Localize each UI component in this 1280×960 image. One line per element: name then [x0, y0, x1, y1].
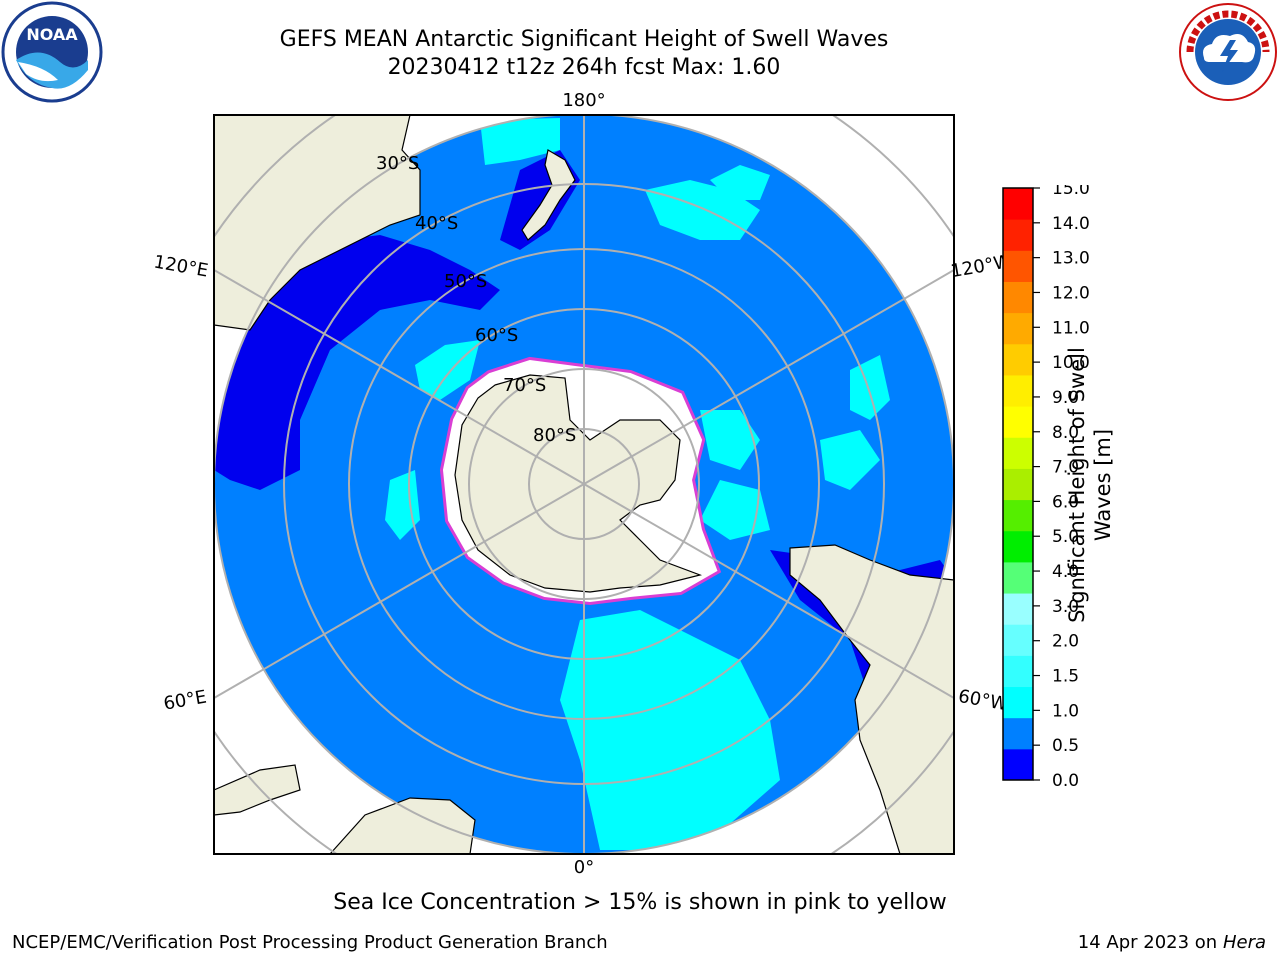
lon-label-0: 0° [574, 857, 594, 878]
colorbar-swatch [1003, 468, 1033, 501]
colorbar-tick-label: 3.0 [1052, 597, 1079, 617]
noaa-logo: NOAA [1, 1, 103, 103]
colorbar-frame [1002, 187, 1034, 781]
colorbar-swatch [1003, 593, 1033, 625]
sea-ice-note: Sea Ice Concentration > 15% is shown in … [333, 890, 947, 915]
noaa-logo-text: NOAA [26, 25, 78, 44]
colorbar-swatch [1003, 312, 1033, 345]
colorbar-swatch [1003, 343, 1033, 376]
colorbar-swatch [1003, 530, 1033, 563]
colorbar-swatch [1003, 748, 1033, 781]
colorbar-swatch [1003, 561, 1033, 594]
date-line: 14 Apr 2023 on Hera [1078, 932, 1266, 953]
machine-name: Hera [1222, 932, 1266, 953]
colorbar-tick-label: 7.0 [1052, 458, 1079, 478]
antarctica-land [454, 374, 703, 593]
lon-label-60e: 60°E [162, 686, 208, 714]
colorbar-swatch [1003, 624, 1033, 656]
lat-label-50s: 50°S [444, 271, 487, 292]
colorbar-swatch [1003, 655, 1033, 688]
colorbar-swatch [1003, 499, 1033, 532]
date-text: 14 Apr 2023 on [1077, 932, 1223, 953]
colorbar-swatch [1003, 437, 1033, 469]
colorbar-tick-label: 15.0 [1052, 185, 1090, 199]
colorbar-tick-label: 1.0 [1052, 701, 1079, 721]
lat-label-60s: 60°S [475, 325, 518, 346]
colorbar-label: Significant Height of Swell Waves [m] [1065, 347, 1115, 623]
colorbar-tick-label: 2.0 [1052, 632, 1079, 652]
colorbar-tick-label: 14.0 [1052, 214, 1090, 234]
nws-logo [1179, 3, 1277, 101]
colorbar-swatch [1003, 406, 1033, 438]
chart-title: GEFS MEAN Antarctic Significant Height o… [279, 27, 889, 52]
colorbar-swatch [1003, 219, 1033, 251]
colorbar-tick-label: 5.0 [1052, 527, 1079, 547]
colorbar-swatch [1003, 374, 1033, 407]
lat-label-70s: 70°S [503, 375, 546, 396]
lon-label-120e: 120°E [152, 251, 210, 281]
colorbar-swatch [1003, 281, 1033, 314]
credit-line: NCEP/EMC/Verification Post Processing Pr… [12, 932, 608, 953]
colorbar-tick-label: 4.0 [1052, 562, 1079, 582]
colorbar-tick-label: 8.0 [1052, 423, 1079, 443]
colorbar-tick-label: 0.0 [1052, 771, 1079, 791]
colorbar-tick-label: 0.5 [1052, 736, 1079, 756]
colorbar-tick-label: 12.0 [1052, 283, 1090, 303]
chart-subtitle: 20230412 t12z 264h fcst Max: 1.60 [387, 55, 781, 80]
colorbar-swatch [1003, 188, 1033, 220]
lat-label-30s: 30°S [376, 153, 419, 174]
colorbar-tick-label: 11.0 [1052, 318, 1090, 338]
colorbar-tick-label: 10.0 [1052, 353, 1090, 373]
map-frame [213, 114, 955, 855]
colorbar-tick-label: 9.0 [1052, 388, 1079, 408]
lat-label-40s: 40°S [415, 213, 458, 234]
colorbar-swatch [1003, 250, 1033, 282]
colorbar-swatches [1003, 188, 1033, 781]
colorbar-swatch [1003, 717, 1033, 750]
colorbar-tick-label: 13.0 [1052, 249, 1090, 269]
colorbar-tick-label: 6.0 [1052, 492, 1079, 512]
colorbar-tick-label: 1.5 [1052, 667, 1079, 687]
colorbar: 0.0 0.5 1.0 1.5 2.0 3.0 4.0 5.0 6.0 7.0 8.0 9.0 10.0… [1002, 185, 1090, 791]
lon-label-180: 180° [562, 90, 605, 111]
colorbar-swatch [1003, 686, 1033, 719]
colorbar-ticks: 0.0 0.5 1.0 1.5 2.0 3.0 4.0 5.0 6.0 7.0 8.0 9.0 10.0… [1033, 185, 1090, 791]
lat-label-80s: 80°S [533, 425, 576, 446]
